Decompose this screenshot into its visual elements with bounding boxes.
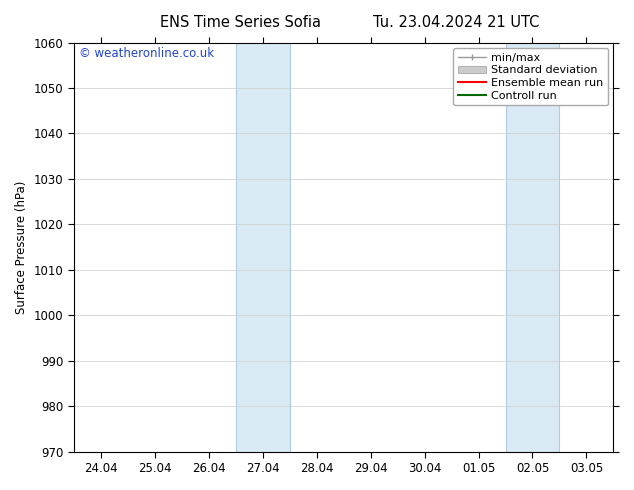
Legend: min/max, Standard deviation, Ensemble mean run, Controll run: min/max, Standard deviation, Ensemble me… [453, 48, 608, 105]
Text: Tu. 23.04.2024 21 UTC: Tu. 23.04.2024 21 UTC [373, 15, 540, 30]
Bar [505, 43, 559, 452]
Bar [236, 43, 290, 452]
Text: ENS Time Series Sofia: ENS Time Series Sofia [160, 15, 321, 30]
Text: © weatheronline.co.uk: © weatheronline.co.uk [79, 47, 214, 60]
Y-axis label: Surface Pressure (hPa): Surface Pressure (hPa) [15, 180, 28, 314]
